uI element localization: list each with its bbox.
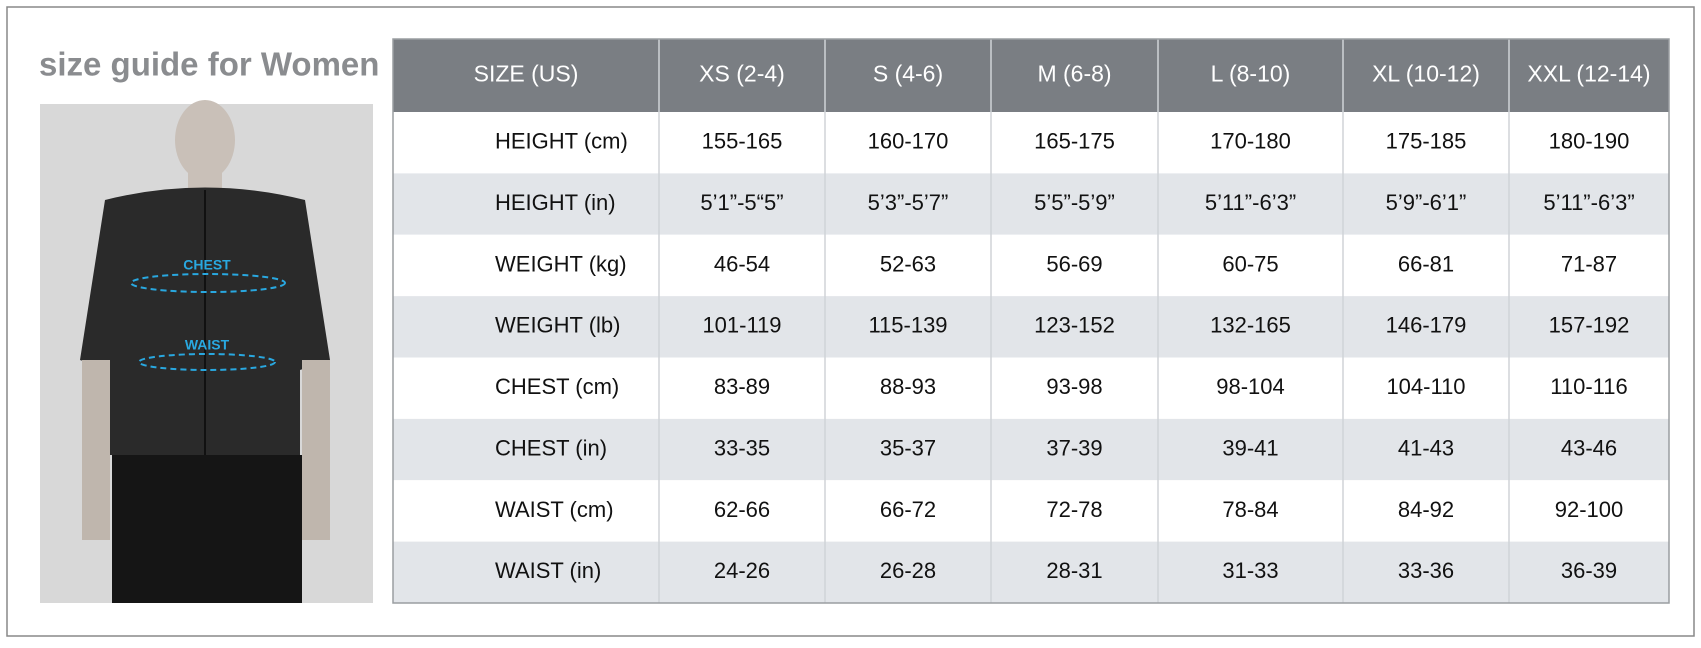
table-cell: 5’1”-5“5” — [700, 190, 783, 215]
row-label: WAIST (in) — [495, 558, 601, 583]
header-cell: XL (10-12) — [1372, 61, 1480, 87]
header-cell: XXL (12-14) — [1527, 61, 1650, 87]
table-cell: 5’5”-5’9” — [1034, 190, 1115, 215]
table-cell: 92-100 — [1555, 497, 1624, 522]
table-cell: 115-139 — [868, 313, 947, 338]
table-cell: 60-75 — [1222, 251, 1278, 276]
row-label: HEIGHT (in) — [495, 190, 616, 215]
table-cell: 98-104 — [1216, 374, 1285, 399]
row-label: CHEST (in) — [495, 435, 607, 460]
table-cell: 5’11”-6’3” — [1205, 190, 1296, 215]
table-cell: 5’11”-6’3” — [1543, 190, 1634, 215]
table-cell: 155-165 — [702, 129, 783, 154]
table-cell: 93-98 — [1046, 374, 1102, 399]
table-border — [392, 38, 1670, 604]
table-cell: 146-179 — [1386, 313, 1467, 338]
table-cell: 36-39 — [1561, 558, 1617, 583]
table-cell: 180-190 — [1549, 129, 1630, 154]
table-cell: 35-37 — [880, 435, 936, 460]
chest-label: CHEST — [183, 257, 231, 273]
table-cell: 66-72 — [880, 497, 936, 522]
table-cell: 175-185 — [1386, 129, 1467, 154]
table-cell: 56-69 — [1046, 251, 1102, 276]
size-table: SIZE (US) XS (2-4) S (4-6) M (6-8) L (8-10) X… — [392, 38, 1670, 604]
table-cell: 104-110 — [1386, 374, 1465, 399]
table-row — [393, 296, 1669, 358]
table-cell: 84-92 — [1398, 497, 1454, 522]
row-label: WEIGHT (lb) — [495, 313, 620, 338]
table-cell: 46-54 — [714, 251, 770, 276]
table-cell: 78-84 — [1222, 497, 1278, 522]
table-row — [393, 541, 1669, 603]
table-row — [393, 173, 1669, 235]
header-cell: SIZE (US) — [474, 61, 579, 87]
table-cell: 160-170 — [868, 129, 949, 154]
row-label: WEIGHT (kg) — [495, 251, 627, 276]
table-cell: 170-180 — [1210, 129, 1291, 154]
header-cell: S (4-6) — [873, 61, 943, 87]
table-cell: 62-66 — [714, 497, 770, 522]
table-cell: 165-175 — [1034, 129, 1115, 154]
header-cell: XS (2-4) — [699, 61, 785, 87]
table-cell: 83-89 — [714, 374, 770, 399]
table-cell: 5’3”-5’7” — [868, 190, 949, 215]
table-cell: 31-33 — [1222, 558, 1278, 583]
table-cell: 123-152 — [1034, 313, 1115, 338]
table-cell: 37-39 — [1046, 435, 1102, 460]
table-cell: 157-192 — [1549, 313, 1630, 338]
table-row — [393, 480, 1669, 542]
table-cell: 52-63 — [880, 251, 936, 276]
waist-label: WAIST — [185, 337, 230, 353]
row-label: CHEST (cm) — [495, 374, 619, 399]
table-row — [393, 234, 1669, 297]
table-cell: 88-93 — [880, 374, 936, 399]
row-label: HEIGHT (cm) — [495, 129, 628, 154]
table-cell: 33-36 — [1398, 558, 1454, 583]
table-cell: 24-26 — [714, 558, 770, 583]
table-cell: 33-35 — [714, 435, 770, 460]
table-cell: 41-43 — [1398, 435, 1454, 460]
row-label: WAIST (cm) — [495, 497, 614, 522]
table-row — [393, 357, 1669, 419]
table-cell: 72-78 — [1046, 497, 1102, 522]
header-row — [393, 39, 1669, 112]
table-cell: 43-46 — [1561, 435, 1617, 460]
table-cell: 66-81 — [1398, 251, 1454, 276]
table-cell: 101-119 — [702, 313, 781, 338]
photo — [40, 100, 373, 603]
table-cell: 39-41 — [1222, 435, 1278, 460]
table-cell: 26-28 — [880, 558, 936, 583]
table-cell: 132-165 — [1210, 313, 1291, 338]
header-cell: M (6-8) — [1037, 61, 1111, 87]
table-cell: 110-116 — [1550, 374, 1627, 399]
title: size guide for Women — [39, 46, 379, 83]
header-cell: L (8-10) — [1211, 61, 1291, 87]
table-row — [393, 418, 1669, 481]
table-cell: 71-87 — [1561, 251, 1617, 276]
table-cell: 5’9”-6’1” — [1386, 190, 1467, 215]
table-row — [393, 112, 1669, 174]
table-cell: 28-31 — [1046, 558, 1102, 583]
